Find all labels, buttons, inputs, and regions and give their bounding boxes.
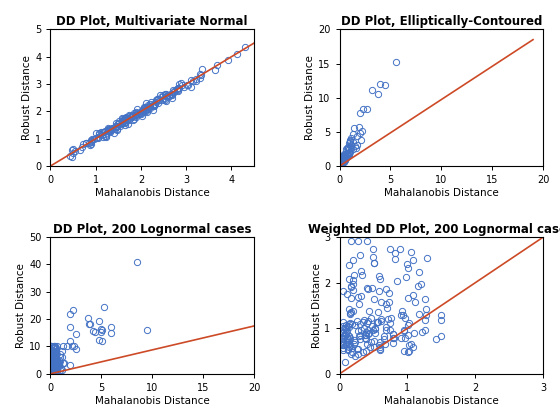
Y-axis label: Robust Distance: Robust Distance: [305, 55, 315, 140]
X-axis label: Mahalanobis Distance: Mahalanobis Distance: [384, 396, 499, 406]
Y-axis label: Robust Distance: Robust Distance: [311, 263, 321, 348]
Title: DD Plot, Multivariate Normal: DD Plot, Multivariate Normal: [57, 15, 248, 28]
X-axis label: Mahalanobis Distance: Mahalanobis Distance: [95, 396, 209, 406]
Title: DD Plot, 200 Lognormal cases: DD Plot, 200 Lognormal cases: [53, 223, 251, 236]
Title: DD Plot, Elliptically-Contoured: DD Plot, Elliptically-Contoured: [340, 15, 542, 28]
X-axis label: Mahalanobis Distance: Mahalanobis Distance: [95, 188, 209, 198]
Y-axis label: Robust Distance: Robust Distance: [22, 55, 32, 140]
Title: Weighted DD Plot, 200 Lognormal cases: Weighted DD Plot, 200 Lognormal cases: [309, 223, 560, 236]
X-axis label: Mahalanobis Distance: Mahalanobis Distance: [384, 188, 499, 198]
Y-axis label: Robust Distance: Robust Distance: [16, 263, 26, 348]
